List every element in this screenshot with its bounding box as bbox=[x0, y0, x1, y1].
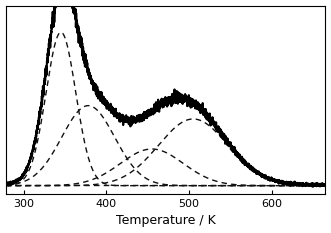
X-axis label: Temperature / K: Temperature / K bbox=[116, 214, 215, 227]
